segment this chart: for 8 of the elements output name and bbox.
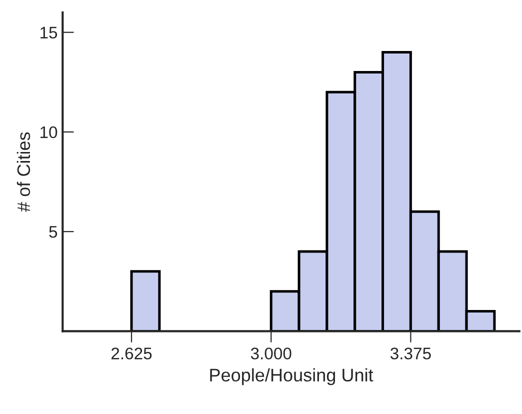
y-axis-title: # of Cities <box>16 132 30 212</box>
x-tick-label: 3.375 <box>390 348 431 360</box>
y-tick-label: 15 <box>40 26 58 39</box>
y-tick-label: 5 <box>49 226 58 238</box>
x-tick-label: 2.625 <box>111 348 152 360</box>
x-tick-label: 3.000 <box>250 348 292 360</box>
x-axis-title: People/Housing Unit <box>210 368 374 386</box>
y-tick-label: 10 <box>40 126 58 138</box>
